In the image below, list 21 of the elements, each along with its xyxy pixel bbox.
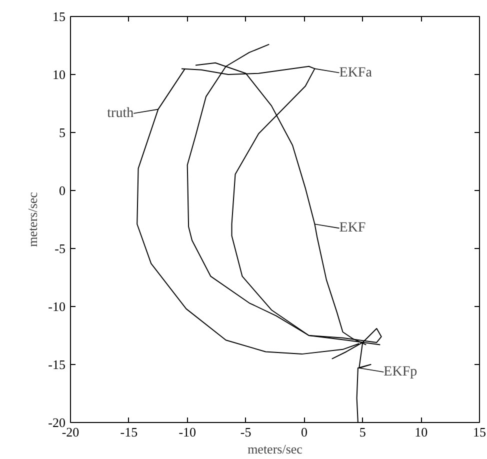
- x-axis-title: meters/sec: [248, 442, 303, 456]
- x-tick-label: -5: [240, 424, 252, 440]
- x-tick-label: 15: [473, 424, 486, 440]
- y-tick-label: 15: [52, 9, 66, 24]
- series-label: truth: [107, 106, 134, 121]
- y-tick-label: -10: [48, 299, 66, 314]
- x-tick-label: 10: [414, 424, 428, 440]
- y-tick-label: -20: [48, 415, 66, 430]
- legend-label: EKFp: [384, 364, 418, 380]
- y-axis-title: meters/sec: [25, 192, 40, 247]
- x-tick-label: 0: [300, 424, 308, 440]
- y-tick-label: -5: [54, 241, 66, 256]
- x-tick-label: -15: [120, 424, 138, 440]
- legend-label: EKF: [339, 220, 366, 236]
- y-tick-label: -15: [48, 357, 66, 372]
- x-tick-label: -10: [178, 424, 196, 440]
- x-tick-label: 5: [359, 424, 366, 440]
- y-tick-label: 5: [59, 125, 66, 140]
- legend-label: EKFa: [339, 65, 373, 80]
- y-tick-label: 10: [52, 67, 66, 82]
- y-tick-label: 0: [59, 183, 66, 198]
